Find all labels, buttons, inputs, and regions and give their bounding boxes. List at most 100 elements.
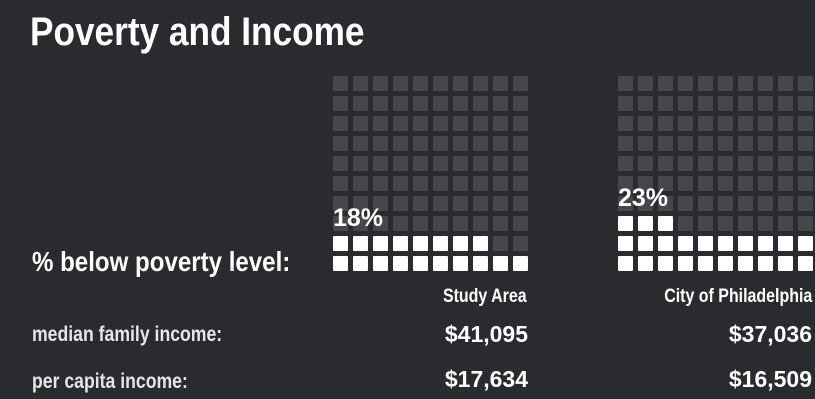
waffle-cell-empty (738, 156, 753, 171)
waffle-cell-empty (513, 156, 528, 171)
waffle-cell-filled (493, 256, 508, 271)
waffle-cell-empty (738, 96, 753, 111)
waffle-cell-empty (413, 156, 428, 171)
waffle-cell-empty (758, 196, 773, 211)
waffle-cell-empty (453, 156, 468, 171)
waffle-cell-filled (758, 256, 773, 271)
waffle-cell-filled (453, 236, 468, 251)
waffle-cell-empty (738, 196, 753, 211)
waffle-cell-empty (373, 96, 388, 111)
waffle-cell-empty (678, 76, 693, 91)
waffle-cell-empty (453, 196, 468, 211)
waffle-cell-empty (413, 216, 428, 231)
waffle-cell-empty (698, 176, 713, 191)
waffle-cell-empty (698, 136, 713, 151)
waffle-cell-filled (473, 236, 488, 251)
waffle-cell-empty (473, 156, 488, 171)
waffle-cell-empty (493, 216, 508, 231)
waffle-cell-empty (433, 156, 448, 171)
waffle-cell-empty (353, 156, 368, 171)
waffle-cell-empty (638, 196, 653, 211)
waffle-cell-empty (638, 76, 653, 91)
waffle-cell-filled (353, 256, 368, 271)
waffle-cell-empty (433, 76, 448, 91)
per-capita-income-city-of-philadelphia: $16,509 (728, 366, 812, 392)
waffle-cell-empty (738, 136, 753, 151)
waffle-cell-filled (513, 256, 528, 271)
poverty-pct-study-area: 18% (333, 204, 384, 232)
waffle-cell-filled (638, 256, 653, 271)
waffle-cell-filled (718, 256, 733, 271)
waffle-cell-empty (353, 76, 368, 91)
waffle-cell-filled (473, 256, 488, 271)
waffle-cell-empty (698, 156, 713, 171)
waffle-cell-empty (758, 96, 773, 111)
waffle-cell-empty (513, 236, 528, 251)
waffle-cell-filled (778, 236, 793, 251)
waffle-cell-empty (393, 96, 408, 111)
waffle-cell-empty (798, 116, 813, 131)
waffle-cell-empty (453, 96, 468, 111)
waffle-cell-empty (758, 216, 773, 231)
waffle-cell-empty (493, 116, 508, 131)
waffle-cell-filled (678, 256, 693, 271)
waffle-cell-filled (698, 256, 713, 271)
waffle-cell-empty (698, 96, 713, 111)
waffle-cell-empty (333, 216, 348, 231)
waffle-cell-empty (798, 96, 813, 111)
waffle-cell-empty (758, 76, 773, 91)
waffle-cell-empty (373, 176, 388, 191)
waffle-cell-filled (618, 236, 633, 251)
waffle-cell-empty (513, 116, 528, 131)
waffle-cell-empty (658, 96, 673, 111)
waffle-cell-empty (678, 216, 693, 231)
poverty-level-label: % below poverty level: (32, 246, 291, 277)
waffle-cell-empty (678, 96, 693, 111)
waffle-cell-empty (718, 136, 733, 151)
waffle-cell-empty (493, 156, 508, 171)
waffle-cell-empty (738, 216, 753, 231)
waffle-cell-empty (718, 116, 733, 131)
waffle-cell-empty (658, 156, 673, 171)
waffle-cell-empty (618, 96, 633, 111)
waffle-cell-filled (658, 236, 673, 251)
waffle-cell-empty (413, 176, 428, 191)
waffle-cell-empty (513, 216, 528, 231)
waffle-cell-empty (758, 136, 773, 151)
waffle-cell-empty (393, 76, 408, 91)
waffle-cell-empty (618, 116, 633, 131)
waffle-cell-filled (333, 236, 348, 251)
column-header-study-area: Study Area (443, 286, 527, 307)
waffle-cell-filled (658, 256, 673, 271)
waffle-cell-empty (778, 156, 793, 171)
waffle-cell-empty (473, 96, 488, 111)
waffle-cell-empty (513, 96, 528, 111)
waffle-cell-empty (353, 96, 368, 111)
waffle-cell-empty (698, 116, 713, 131)
waffle-cell-empty (718, 96, 733, 111)
waffle-cell-empty (433, 196, 448, 211)
waffle-cell-filled (413, 236, 428, 251)
waffle-cell-empty (413, 196, 428, 211)
waffle-cell-empty (333, 96, 348, 111)
waffle-cell-empty (678, 156, 693, 171)
waffle-cell-empty (333, 116, 348, 131)
waffle-cell-empty (333, 156, 348, 171)
waffle-cell-empty (473, 136, 488, 151)
waffle-cell-empty (513, 136, 528, 151)
waffle-cell-empty (413, 136, 428, 151)
waffle-cell-empty (618, 136, 633, 151)
waffle-cell-filled (433, 256, 448, 271)
waffle-cell-empty (373, 76, 388, 91)
waffle-cell-empty (493, 96, 508, 111)
waffle-cell-empty (738, 116, 753, 131)
waffle-cell-empty (453, 176, 468, 191)
waffle-cell-empty (333, 76, 348, 91)
waffle-cell-filled (738, 236, 753, 251)
waffle-cell-empty (778, 76, 793, 91)
waffle-cell-empty (618, 196, 633, 211)
waffle-cell-empty (493, 76, 508, 91)
waffle-cell-filled (638, 216, 653, 231)
waffle-cell-empty (718, 76, 733, 91)
waffle-cell-empty (393, 216, 408, 231)
